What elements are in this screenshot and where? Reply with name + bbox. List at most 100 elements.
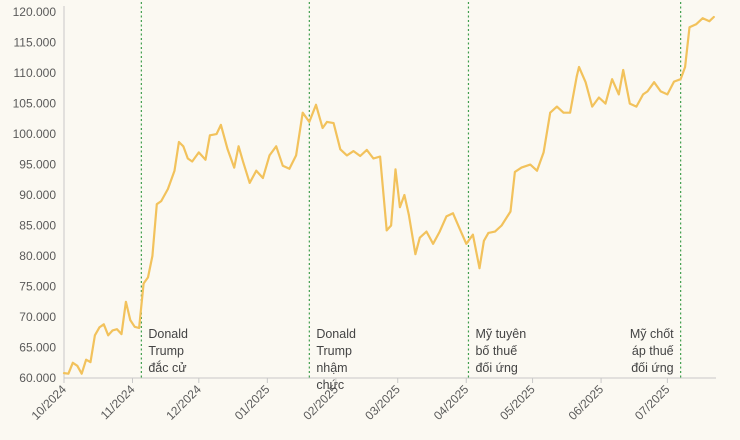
event-annotation-label: Trump: [148, 344, 184, 358]
price-data-point: [215, 133, 218, 136]
price-data-point: [628, 102, 631, 105]
price-data-point: [142, 282, 145, 285]
price-data-point: [514, 171, 516, 173]
price-data-point: [138, 327, 141, 329]
event-annotation-label: đối ứng: [631, 361, 673, 375]
x-tick-label: 07/2025: [632, 382, 673, 423]
price-data-point: [98, 326, 101, 329]
price-data-point: [167, 188, 169, 190]
price-data-point: [679, 78, 682, 81]
y-tick-label: 65.000: [19, 341, 56, 355]
price-data-point: [301, 111, 304, 114]
x-axis: 10/2024 11/2024 12/2024 01/2025 02/2025 03/20…: [29, 377, 716, 423]
price-data-point: [332, 122, 335, 124]
price-data-point: [89, 361, 92, 363]
y-tick-label: 60.000: [19, 371, 56, 385]
price-data-point: [598, 96, 600, 99]
x-tick-label: 01/2025: [232, 382, 273, 423]
price-data-point: [500, 224, 503, 227]
price-data-point: [226, 148, 229, 151]
series-group: [62, 15, 715, 375]
price-data-point: [107, 334, 110, 337]
x-tick-label: 05/2025: [497, 382, 538, 423]
price-data-point: [659, 90, 662, 93]
event-annotation-label: Mỹ tuyên: [475, 327, 526, 341]
x-tick-label: 04/2025: [431, 382, 472, 423]
event-annotation-label: đối ứng: [475, 361, 517, 375]
price-data-point: [76, 364, 79, 367]
price-data-point: [591, 105, 594, 108]
event-annotation-label: chức: [316, 378, 344, 392]
price-data-point: [160, 200, 163, 203]
price-data-point: [204, 158, 207, 161]
price-data-point: [242, 160, 244, 163]
price-data-point: [151, 255, 154, 257]
price-series-line: [62, 15, 715, 375]
price-data-point: [712, 16, 715, 18]
price-data-point: [472, 233, 474, 236]
x-tick-label: 11/2024: [98, 382, 138, 422]
price-data-point: [708, 20, 711, 23]
price-data-point: [129, 319, 132, 321]
price-data-point: [102, 323, 105, 326]
price-data-point: [688, 26, 691, 29]
price-data-point: [666, 93, 669, 96]
y-tick-label: 95.000: [19, 158, 56, 172]
price-data-point: [432, 242, 434, 245]
price-data-point: [452, 212, 454, 215]
price-data-point: [569, 111, 571, 114]
price-data-point: [646, 90, 649, 93]
price-data-point: [701, 17, 704, 20]
price-data-point: [85, 358, 87, 361]
y-tick-label: 70.000: [19, 310, 56, 324]
y-tick-label: 80.000: [19, 249, 56, 263]
event-annotation-label: Trump: [316, 344, 352, 358]
price-data-point: [478, 267, 481, 270]
event-markers: Donald Trump đắc cử Donald Trump nhậm chức Mỹ t…: [140, 2, 682, 392]
price-data-point: [390, 224, 392, 227]
price-data-point: [445, 215, 448, 218]
price-data-point: [262, 177, 264, 179]
price-data-point: [295, 154, 297, 157]
price-data-point: [549, 111, 552, 114]
price-data-point: [339, 148, 342, 151]
price-data-point: [556, 105, 558, 108]
price-data-point: [209, 134, 211, 137]
price-data-point: [458, 227, 461, 230]
price-data-point: [220, 124, 222, 126]
price-data-point: [133, 325, 136, 328]
price-data-point: [116, 328, 118, 331]
price-data-point: [233, 166, 236, 169]
price-data-point: [155, 203, 158, 206]
price-data-point: [308, 121, 311, 123]
price-data-point: [542, 151, 545, 154]
y-tick-label: 85.000: [19, 219, 56, 233]
price-data-point: [275, 145, 278, 148]
y-tick-label: 115.000: [14, 36, 57, 50]
price-data-point: [191, 160, 194, 163]
y-tick-label: 75.000: [19, 280, 56, 294]
x-tick-label: 12/2024: [163, 382, 204, 423]
price-data-point: [684, 66, 686, 68]
price-data-point: [197, 151, 200, 154]
price-data-point: [182, 145, 185, 148]
price-data-point: [186, 157, 189, 160]
price-data-point: [642, 93, 644, 96]
price-data-point: [604, 102, 607, 105]
price-data-point: [529, 163, 532, 166]
price-data-point: [653, 81, 655, 84]
price-data-point: [268, 154, 271, 157]
price-data-point: [418, 236, 421, 239]
price-data-point: [584, 81, 587, 84]
price-data-point: [94, 334, 96, 337]
x-tick-label: 10/2024: [29, 382, 70, 423]
price-data-point: [520, 166, 523, 169]
price-data-point: [483, 239, 485, 242]
event-annotation-label: nhậm: [316, 361, 347, 375]
price-data-point: [465, 242, 468, 245]
price-data-point: [315, 103, 317, 106]
event-annotation-label: áp thuế: [632, 344, 674, 358]
price-data-point: [120, 333, 123, 335]
